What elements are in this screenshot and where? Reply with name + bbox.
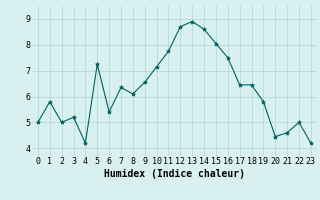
X-axis label: Humidex (Indice chaleur): Humidex (Indice chaleur)	[104, 169, 245, 179]
